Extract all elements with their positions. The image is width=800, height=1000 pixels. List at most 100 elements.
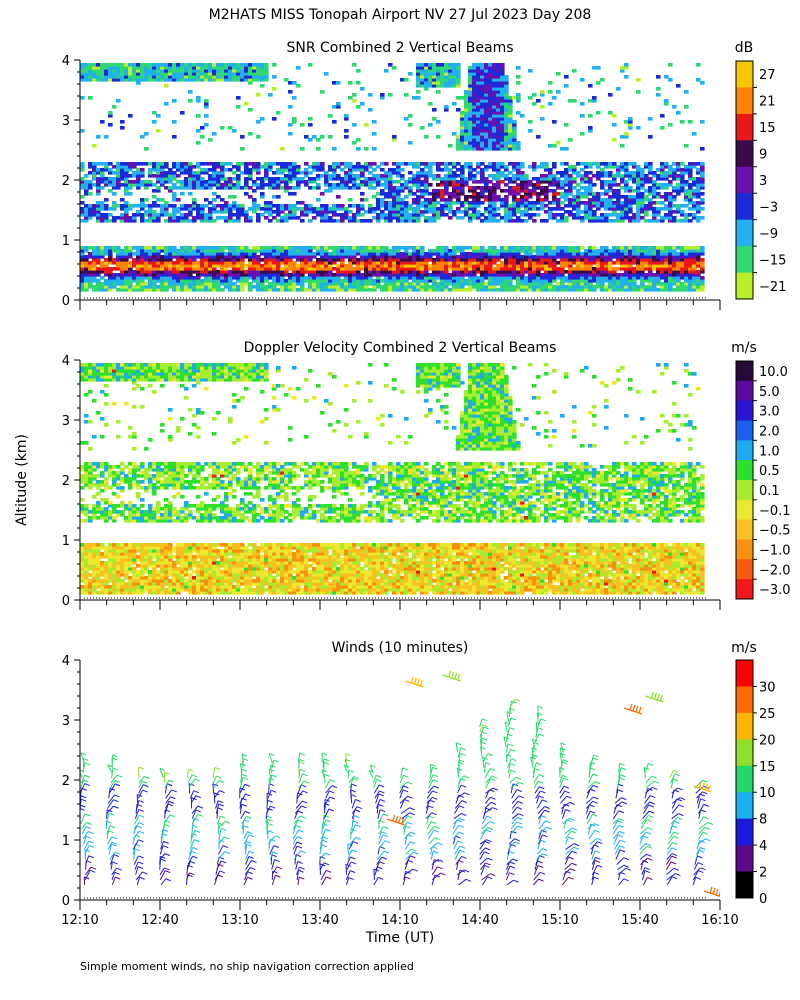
snr-cell [300, 207, 305, 211]
snr-cell [632, 189, 637, 193]
snr-cell [312, 162, 317, 166]
snr-cell [232, 69, 237, 73]
snr-cell [148, 279, 153, 283]
snr-cell [96, 204, 101, 208]
snr-cell [548, 249, 553, 253]
snr-cell [400, 186, 405, 190]
snr-cell [612, 174, 617, 178]
snr-cell [544, 186, 549, 190]
snr-cell [484, 273, 489, 277]
snr-cell [264, 75, 269, 79]
snr-cell [480, 255, 485, 259]
snr-cell [152, 282, 157, 286]
snr-cell [232, 261, 237, 265]
snr-cell [464, 117, 469, 121]
snr-cell [604, 216, 609, 220]
snr-cell [84, 75, 89, 79]
snr-cell [508, 171, 513, 175]
snr-cell [488, 69, 493, 73]
snr-cell [668, 165, 673, 169]
snr-cell [196, 282, 201, 286]
snr-cell [452, 285, 457, 289]
snr-cell [80, 63, 85, 67]
snr-cell [516, 273, 521, 277]
snr-cell [132, 78, 137, 82]
snr-cell [236, 288, 241, 292]
snr-cell [492, 144, 497, 148]
snr-cell [588, 246, 593, 250]
snr-cell [224, 75, 229, 79]
snr-cell [392, 279, 397, 283]
snr-cell [212, 252, 217, 256]
snr-cell [464, 123, 469, 127]
snr-cell [88, 264, 93, 268]
snr-cell [388, 201, 393, 205]
snr-cell [540, 258, 545, 262]
snr-cell [644, 273, 649, 277]
snr-cell [180, 168, 185, 172]
snr-cell [388, 258, 393, 262]
snr-cell [212, 63, 217, 67]
snr-cell [496, 180, 501, 184]
snr-cell [592, 249, 597, 253]
snr-cell [460, 165, 465, 169]
snr-cell [632, 252, 637, 256]
snr-cell [476, 105, 481, 109]
snr-cell [580, 255, 585, 259]
snr-cell [456, 138, 461, 142]
snr-cell [512, 132, 517, 136]
snr-cell [492, 273, 497, 277]
snr-cell [468, 288, 473, 292]
snr-cell [484, 72, 489, 76]
snr-cell [648, 270, 653, 274]
snr-cell [624, 204, 629, 208]
snr-cell [636, 213, 641, 217]
snr-cell [484, 186, 489, 190]
snr-cell [228, 249, 233, 253]
snr-cell [188, 279, 193, 283]
snr-cell [288, 171, 293, 175]
snr-cell [636, 171, 641, 175]
snr-cell [500, 96, 505, 100]
snr-cell [552, 96, 557, 100]
snr-cell [544, 177, 549, 181]
snr-cell [480, 168, 485, 172]
snr-cell [212, 198, 217, 202]
snr-cell [332, 120, 337, 124]
snr-cell [572, 177, 577, 181]
snr-cell [96, 267, 101, 271]
snr-cell [472, 204, 477, 208]
snr-cell [568, 138, 573, 142]
snr-cell [476, 69, 481, 73]
snr-cell [596, 279, 601, 283]
snr-cell [516, 168, 521, 172]
snr-cell [236, 216, 241, 220]
snr-cell [572, 165, 577, 169]
snr-cell [388, 189, 393, 193]
snr-cell [84, 183, 89, 187]
snr-cell [496, 198, 501, 202]
snr-cell [428, 252, 433, 256]
snr-cell [456, 264, 461, 268]
snr-cell [328, 282, 333, 286]
snr-cell [204, 78, 209, 82]
snr-cell [124, 171, 129, 175]
snr-cell [640, 261, 645, 265]
snr-cell [396, 255, 401, 259]
snr-cell [420, 171, 425, 175]
snr-cell [576, 192, 581, 196]
snr-cell [500, 114, 505, 118]
snr-cell [624, 165, 629, 169]
snr-cell [568, 270, 573, 274]
snr-cell [292, 207, 297, 211]
snr-cell [248, 276, 253, 280]
snr-cell [360, 168, 365, 172]
snr-cell [356, 276, 361, 280]
snr-cell [124, 75, 129, 79]
snr-cell [204, 105, 209, 109]
snr-cell [664, 213, 669, 217]
snr-cell [604, 288, 609, 292]
snr-cell [604, 255, 609, 259]
snr-cell [308, 246, 313, 250]
snr-cell [540, 255, 545, 259]
